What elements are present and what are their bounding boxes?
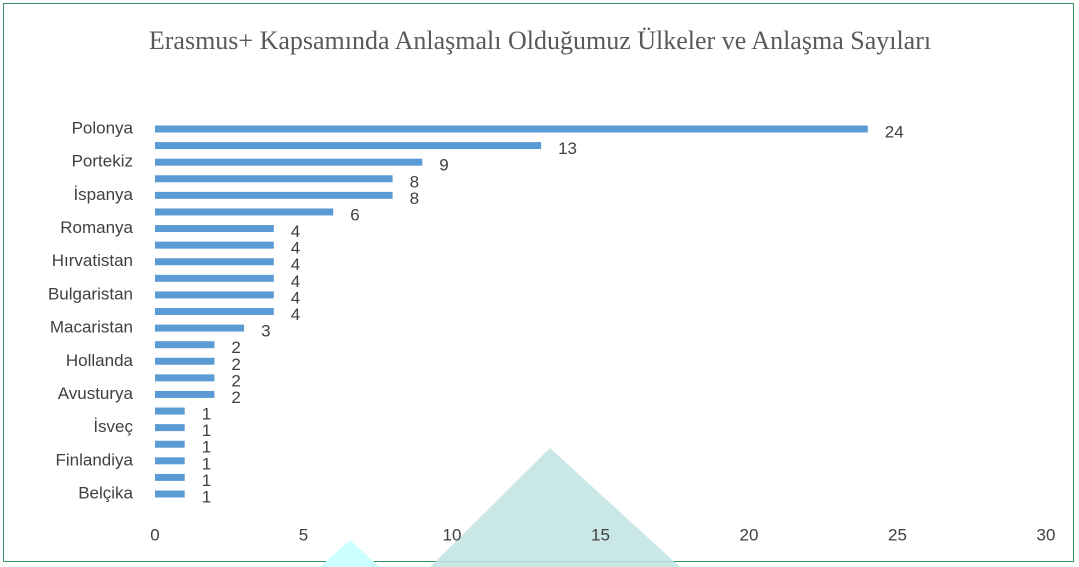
- y-tick-label: Romanya: [60, 218, 133, 237]
- data-label: 8: [410, 172, 419, 191]
- bar: [155, 440, 185, 448]
- data-label: 4: [291, 255, 300, 274]
- x-tick-label: 0: [150, 525, 159, 544]
- y-tick-label: Hırvatistan: [52, 251, 133, 270]
- bar: [155, 125, 868, 133]
- bar: [155, 324, 245, 332]
- bar: [155, 424, 185, 432]
- y-tick-label: Polonya: [72, 118, 134, 137]
- bar: [155, 390, 215, 398]
- bar: [155, 225, 274, 233]
- bar: [155, 241, 274, 249]
- y-tick-label: Finlandiya: [56, 450, 134, 469]
- data-label: 1: [202, 405, 211, 424]
- y-tick-label: İsveç: [93, 417, 133, 436]
- y-tick-label: Macaristan: [50, 318, 133, 337]
- bar: [155, 208, 334, 216]
- x-tick-label: 30: [1037, 525, 1056, 544]
- y-tick-label: İspanya: [73, 185, 133, 204]
- bar: [155, 308, 274, 315]
- data-label: 1: [202, 438, 211, 457]
- bar: [155, 490, 185, 498]
- data-label: 4: [291, 222, 300, 241]
- data-label: 2: [231, 355, 240, 374]
- data-label: 13: [558, 139, 577, 158]
- y-tick-label: Avusturya: [58, 384, 134, 403]
- bar: [155, 175, 393, 183]
- y-tick-label: Belçika: [78, 483, 133, 502]
- data-label: 6: [350, 205, 359, 224]
- y-tick-label: Portekiz: [72, 152, 133, 171]
- bar: [155, 191, 393, 199]
- data-label: 4: [291, 272, 300, 291]
- chart-title: Erasmus+ Kapsamında Anlaşmalı Olduğumuz …: [148, 26, 932, 55]
- data-label: 1: [202, 487, 211, 506]
- data-label: 4: [291, 239, 300, 258]
- x-tick-label: 20: [740, 525, 759, 544]
- x-tick-label: 10: [443, 525, 462, 544]
- bar: [155, 291, 274, 299]
- data-label: 2: [231, 388, 240, 407]
- bar: [155, 158, 423, 166]
- bar: [155, 142, 542, 150]
- x-tick-label: 15: [591, 525, 610, 544]
- data-label: 2: [231, 338, 240, 357]
- data-label: 4: [291, 288, 300, 307]
- data-label: 3: [261, 322, 270, 341]
- x-tick-label: 5: [299, 525, 308, 544]
- bar: [155, 374, 215, 382]
- data-label: 4: [291, 305, 300, 324]
- y-tick-label: Hollanda: [66, 351, 134, 370]
- data-label: 1: [202, 471, 211, 490]
- bar: [155, 258, 274, 266]
- x-tick-label: 25: [888, 525, 907, 544]
- bar: [155, 407, 185, 415]
- decoration: [430, 448, 680, 567]
- bar: [155, 341, 215, 349]
- bar: [155, 473, 185, 481]
- data-label: 2: [231, 371, 240, 390]
- data-label: 1: [202, 454, 211, 473]
- bar: [155, 357, 215, 365]
- decoration: [320, 540, 380, 567]
- bar: [155, 457, 185, 465]
- data-label: 9: [439, 156, 448, 175]
- y-tick-label: Bulgaristan: [48, 284, 133, 303]
- bar: [155, 274, 274, 282]
- data-label: 24: [885, 122, 904, 141]
- data-label: 1: [202, 421, 211, 440]
- data-label: 8: [410, 189, 419, 208]
